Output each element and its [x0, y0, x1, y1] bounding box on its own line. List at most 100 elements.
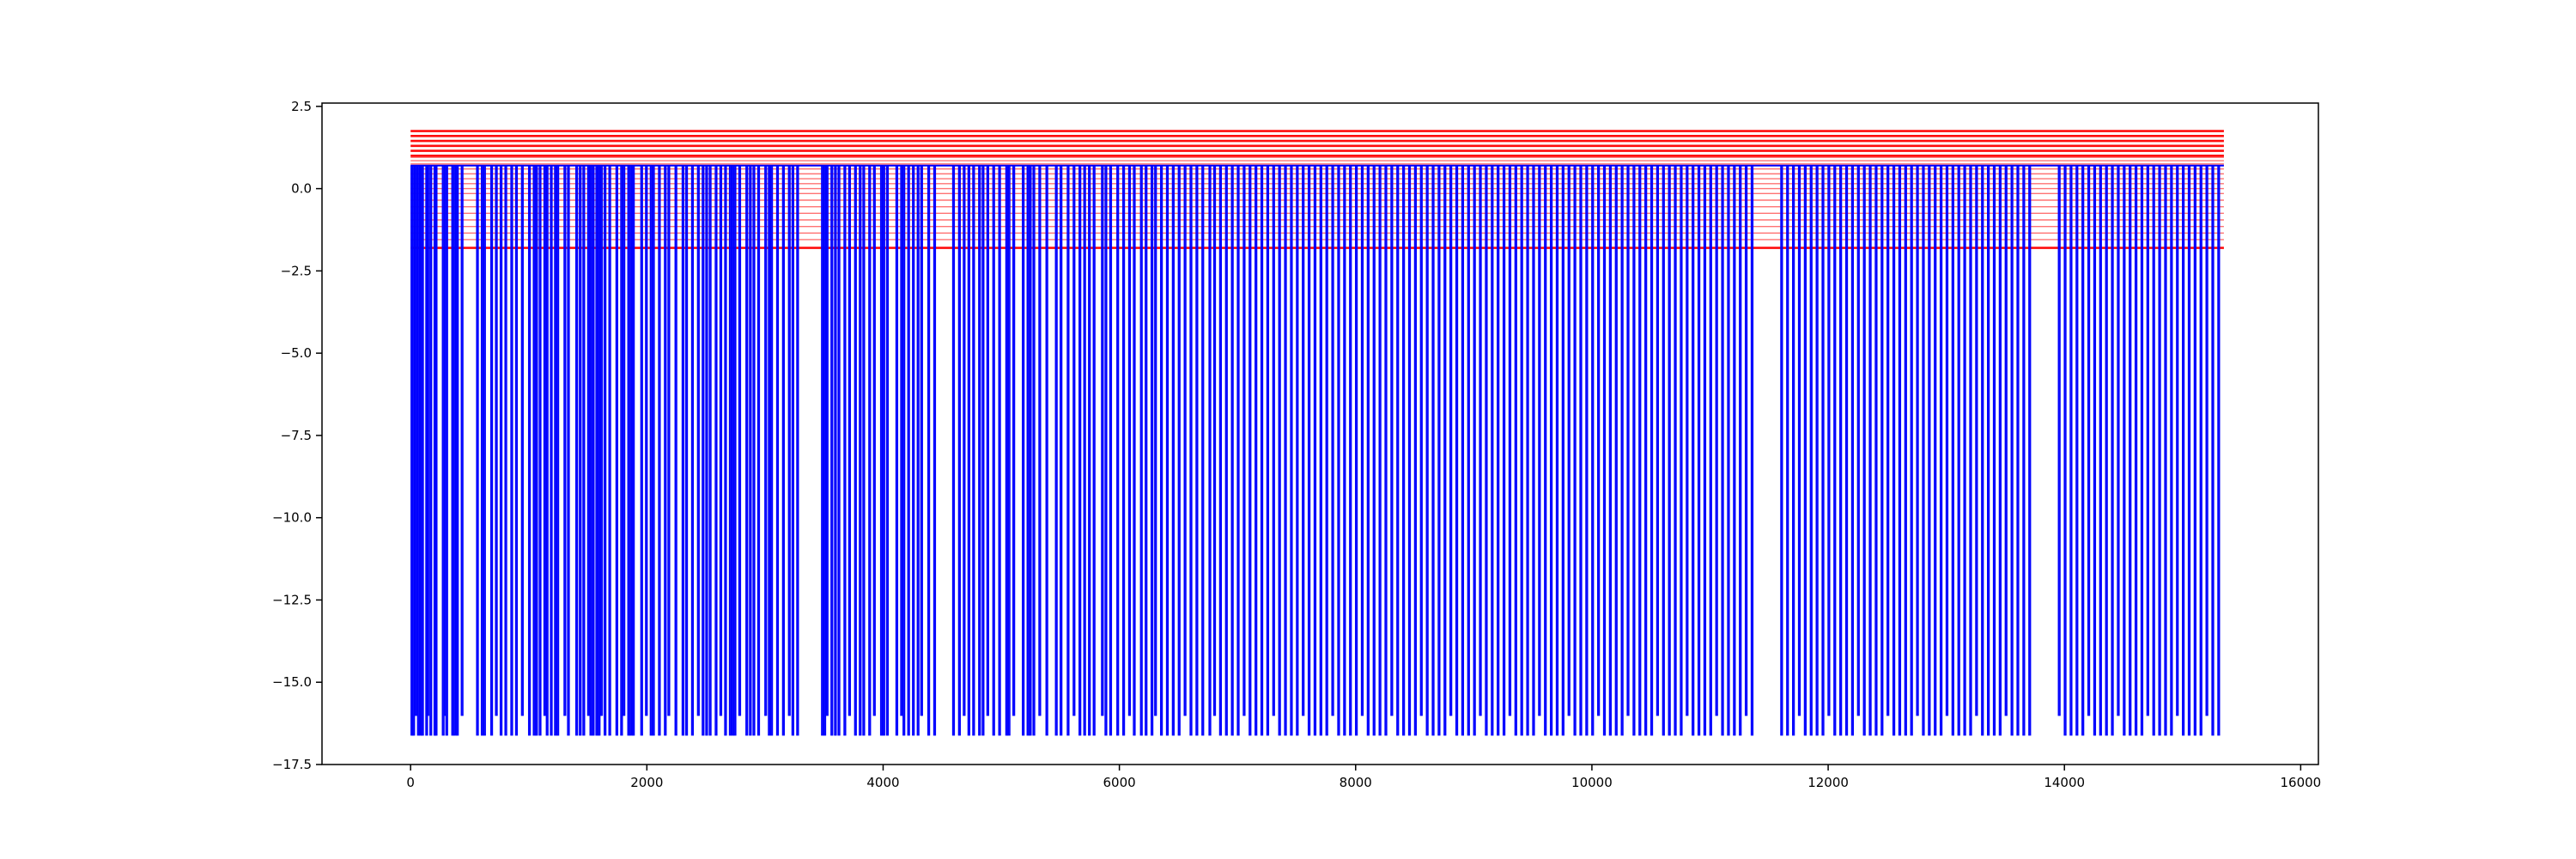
series-spike [645, 165, 648, 716]
x-tick-label: 0 [406, 775, 415, 790]
series-spike [769, 165, 774, 736]
series-spike [615, 165, 619, 736]
series-spike [2217, 165, 2221, 736]
series-spike [2105, 165, 2108, 736]
series-spike [1183, 165, 1187, 716]
series-spike [620, 165, 623, 736]
series-spike [1390, 165, 1394, 716]
series-spike [854, 165, 857, 736]
series-spike [1922, 165, 1925, 736]
series-spike [837, 165, 841, 736]
series-spike [1744, 165, 1748, 716]
series-spike [563, 165, 567, 716]
series-spike [749, 165, 752, 736]
series-spike [1520, 165, 1523, 736]
series-spike [1874, 165, 1878, 736]
series-spike [504, 165, 507, 736]
series-spike [708, 165, 712, 736]
series-spike [426, 165, 429, 716]
series-spike [1638, 165, 1642, 736]
series-spike [825, 165, 829, 716]
series-spike [992, 165, 995, 736]
series-spike [1154, 165, 1157, 716]
series-spike [752, 165, 756, 736]
series-spike [1544, 165, 1547, 736]
series-spike [1066, 165, 1070, 736]
series-spike [2010, 165, 2014, 736]
series-spike [1567, 165, 1571, 716]
series-spike [731, 165, 734, 736]
series-spike [1278, 165, 1281, 736]
series-spike [2111, 165, 2114, 736]
series-spike [667, 165, 671, 716]
x-tick-label: 10000 [1571, 775, 1613, 790]
series-spike [1109, 165, 1113, 736]
series-spike [745, 165, 749, 736]
series-spike [1791, 165, 1795, 736]
series-spike [957, 165, 961, 736]
series-spike [1632, 165, 1636, 736]
series-spike [1022, 165, 1025, 736]
series-spike [859, 165, 862, 736]
series-spike [1709, 165, 1712, 736]
series-spike [1981, 165, 1984, 736]
series-spike [2211, 165, 2215, 736]
series-spike [1007, 165, 1011, 736]
series-spike [2164, 165, 2167, 736]
series-spike [453, 165, 457, 736]
series-spike [1195, 165, 1199, 736]
series-spike [1951, 165, 1954, 736]
series-spike [951, 165, 956, 736]
series-spike [1249, 165, 1252, 736]
x-tick-label: 2000 [630, 775, 663, 790]
series-spike [1121, 165, 1126, 736]
series-spike [499, 165, 503, 736]
series-spike [1366, 165, 1370, 736]
series-spike [1850, 165, 1855, 736]
series-spike [775, 165, 780, 736]
series-spike [868, 165, 872, 736]
series-spike [1703, 165, 1707, 736]
series-spike [1833, 165, 1837, 736]
series-spike [1485, 165, 1488, 736]
series-spike [514, 165, 519, 736]
series-spike [787, 165, 791, 716]
series-spike [586, 165, 590, 716]
series-spike [834, 165, 837, 736]
series-spike [900, 165, 903, 716]
x-tick-label: 12000 [1807, 775, 1849, 790]
series-spike [421, 165, 424, 736]
series-spike [1212, 165, 1217, 716]
series-spike [1354, 165, 1358, 736]
series-spike [1384, 165, 1388, 736]
series-spike [843, 165, 847, 736]
series-spike [1733, 165, 1736, 736]
series-spike [1177, 165, 1181, 736]
series-spike [791, 165, 794, 736]
series-spike [1449, 165, 1453, 716]
series-spike [598, 165, 601, 736]
series-spike [963, 165, 966, 716]
series-spike [2022, 165, 2026, 736]
series-spike [768, 165, 771, 736]
y-axis-ticks: 2.5 0.0 −2.5 −5.0 −7.5 −10.0 −12.5 −15.0 −17.5 [272, 99, 322, 772]
series-spike [567, 165, 570, 736]
series-spike [696, 165, 700, 716]
series-spike [1045, 165, 1048, 736]
series-spike [2099, 165, 2102, 736]
series-spike [1165, 165, 1170, 736]
series-spike [879, 165, 884, 736]
series-spike [1839, 165, 1843, 736]
series-spike [1561, 165, 1564, 736]
series-spike [489, 165, 494, 736]
series-spike [510, 165, 513, 736]
series-spike [2129, 165, 2132, 736]
series-spike [1455, 165, 1459, 736]
series-spike [1284, 165, 1287, 736]
series-spike [2176, 165, 2179, 716]
series-spike [1236, 165, 1240, 736]
series-spike [1602, 165, 1607, 736]
y-tick-label: −2.5 [281, 263, 312, 278]
series-spike [1916, 165, 1919, 716]
series-spike [848, 165, 852, 716]
